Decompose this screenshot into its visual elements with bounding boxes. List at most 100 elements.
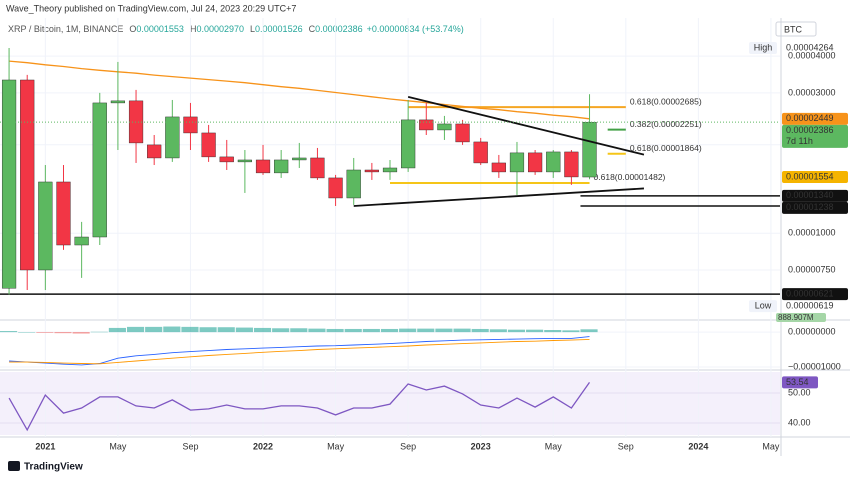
volume-tag-label: 888.907M [778, 313, 814, 322]
price-tag-label: 0.00000619 [786, 300, 834, 310]
y-tick-label: 0.00000000 [788, 326, 836, 336]
macd-line [9, 336, 590, 366]
ohlc-value: 0.00002386 [315, 24, 363, 34]
histogram-bar [562, 330, 580, 333]
candle-body [328, 177, 343, 199]
candle-body [564, 151, 579, 178]
histogram-bar [0, 331, 18, 333]
symbol: XRP / Bitcoin, 1M, BINANCE [8, 24, 123, 34]
logo [8, 461, 20, 471]
macd-line [9, 338, 590, 365]
y-tick-label: 0.00003000 [788, 87, 836, 97]
candle-body [310, 157, 325, 179]
rsi-tag-label: 53.54 [786, 377, 809, 387]
y-tick-label: 40.00 [788, 417, 811, 427]
tag-name: Low [755, 300, 772, 310]
candle-body [219, 156, 234, 163]
histogram-bar [54, 332, 72, 334]
tag-name: High [754, 42, 773, 52]
histogram-bar [217, 327, 235, 333]
candle-body [528, 152, 543, 173]
histogram-bar [181, 326, 199, 333]
candle-body [419, 119, 434, 131]
ohlc-value: 0.00001526 [255, 24, 303, 34]
histogram-bar [489, 329, 507, 333]
candle-body [183, 116, 198, 134]
histogram-bar [253, 327, 272, 333]
price-tag [782, 124, 848, 148]
histogram-bar [344, 328, 362, 333]
candle-body [509, 152, 525, 173]
price-tag [782, 201, 848, 214]
histogram-bar [507, 329, 526, 333]
candle-body [582, 121, 597, 178]
price-tag-label: 0.00001340 [786, 190, 834, 200]
candle-body [346, 169, 361, 199]
candle-body [56, 181, 71, 246]
rsi-line [8, 382, 591, 432]
histogram-bar [108, 327, 126, 333]
price-tag [782, 189, 848, 202]
ohlc-key: O [129, 24, 136, 34]
histogram-bar [380, 328, 399, 333]
trendline [407, 95, 645, 156]
price-tag-label: 0.00000621 [786, 288, 834, 298]
price-tag [782, 112, 848, 125]
x-tick-label: 2024 [688, 441, 708, 451]
ohlc-key: C [309, 24, 316, 34]
candle-body [74, 236, 89, 246]
histogram-bar [90, 331, 108, 333]
candle-body [38, 181, 53, 271]
histogram-bar [417, 328, 435, 333]
histogram-bar [72, 332, 90, 334]
currency-box [775, 21, 817, 37]
candle-body [274, 159, 289, 174]
fib-label: 0.618(0.00001864) [630, 143, 702, 153]
candle-body [292, 157, 307, 161]
x-tick-label: May [327, 441, 345, 451]
tag-name-box [749, 300, 777, 313]
x-tick-label: 2021 [35, 441, 55, 451]
x-tick-label: Sep [618, 441, 634, 451]
candle-body [237, 159, 252, 163]
histogram-bar [526, 329, 544, 333]
x-tick-label: Sep [400, 441, 416, 451]
price-tag [782, 170, 848, 183]
y-tick-label: 0.00000750 [788, 264, 836, 274]
candle-body [165, 116, 180, 159]
x-tick-label: 2023 [471, 441, 491, 451]
x-tick-label: May [109, 441, 127, 451]
candle-body [147, 144, 162, 159]
candle-body [455, 123, 470, 143]
ohlc-value: 0.00002970 [196, 24, 244, 34]
histogram-bar [235, 327, 253, 333]
price-tag-label: 0.00002386 [786, 125, 834, 135]
y-tick-label: 0.00001000 [788, 228, 836, 238]
y-tick-label: −0.00001000 [788, 361, 841, 371]
histogram-bar [290, 328, 308, 333]
legend: XRP / Bitcoin, 1M, BINANCE O0.00001553 H0.… [8, 24, 464, 34]
price-tag [782, 288, 848, 301]
tag-name-box [749, 42, 777, 55]
histogram-bar [163, 326, 181, 333]
candle-body [110, 100, 126, 104]
candle-body [491, 162, 506, 173]
fib-label: 0.382(0.00002251) [630, 119, 702, 129]
candle-body [437, 123, 452, 131]
candle-body [546, 151, 561, 173]
histogram-bar [326, 328, 344, 333]
brand: TradingView [24, 462, 83, 473]
published: Wave_Theory published on TradingView.com… [6, 3, 296, 13]
y-tick-label: 0.00004000 [788, 51, 836, 61]
histogram-bar [471, 328, 489, 333]
histogram-bar [18, 332, 36, 333]
currency: BTC [784, 24, 803, 34]
change: +0.00000834 (+53.74%) [367, 24, 464, 34]
candle-body [364, 169, 379, 173]
rsi-tag [782, 376, 818, 389]
price-tag-sub: 7d 11h [786, 136, 813, 146]
candle-body [382, 167, 398, 173]
histogram-bar [126, 326, 145, 333]
x-tick-label: May [545, 441, 563, 451]
